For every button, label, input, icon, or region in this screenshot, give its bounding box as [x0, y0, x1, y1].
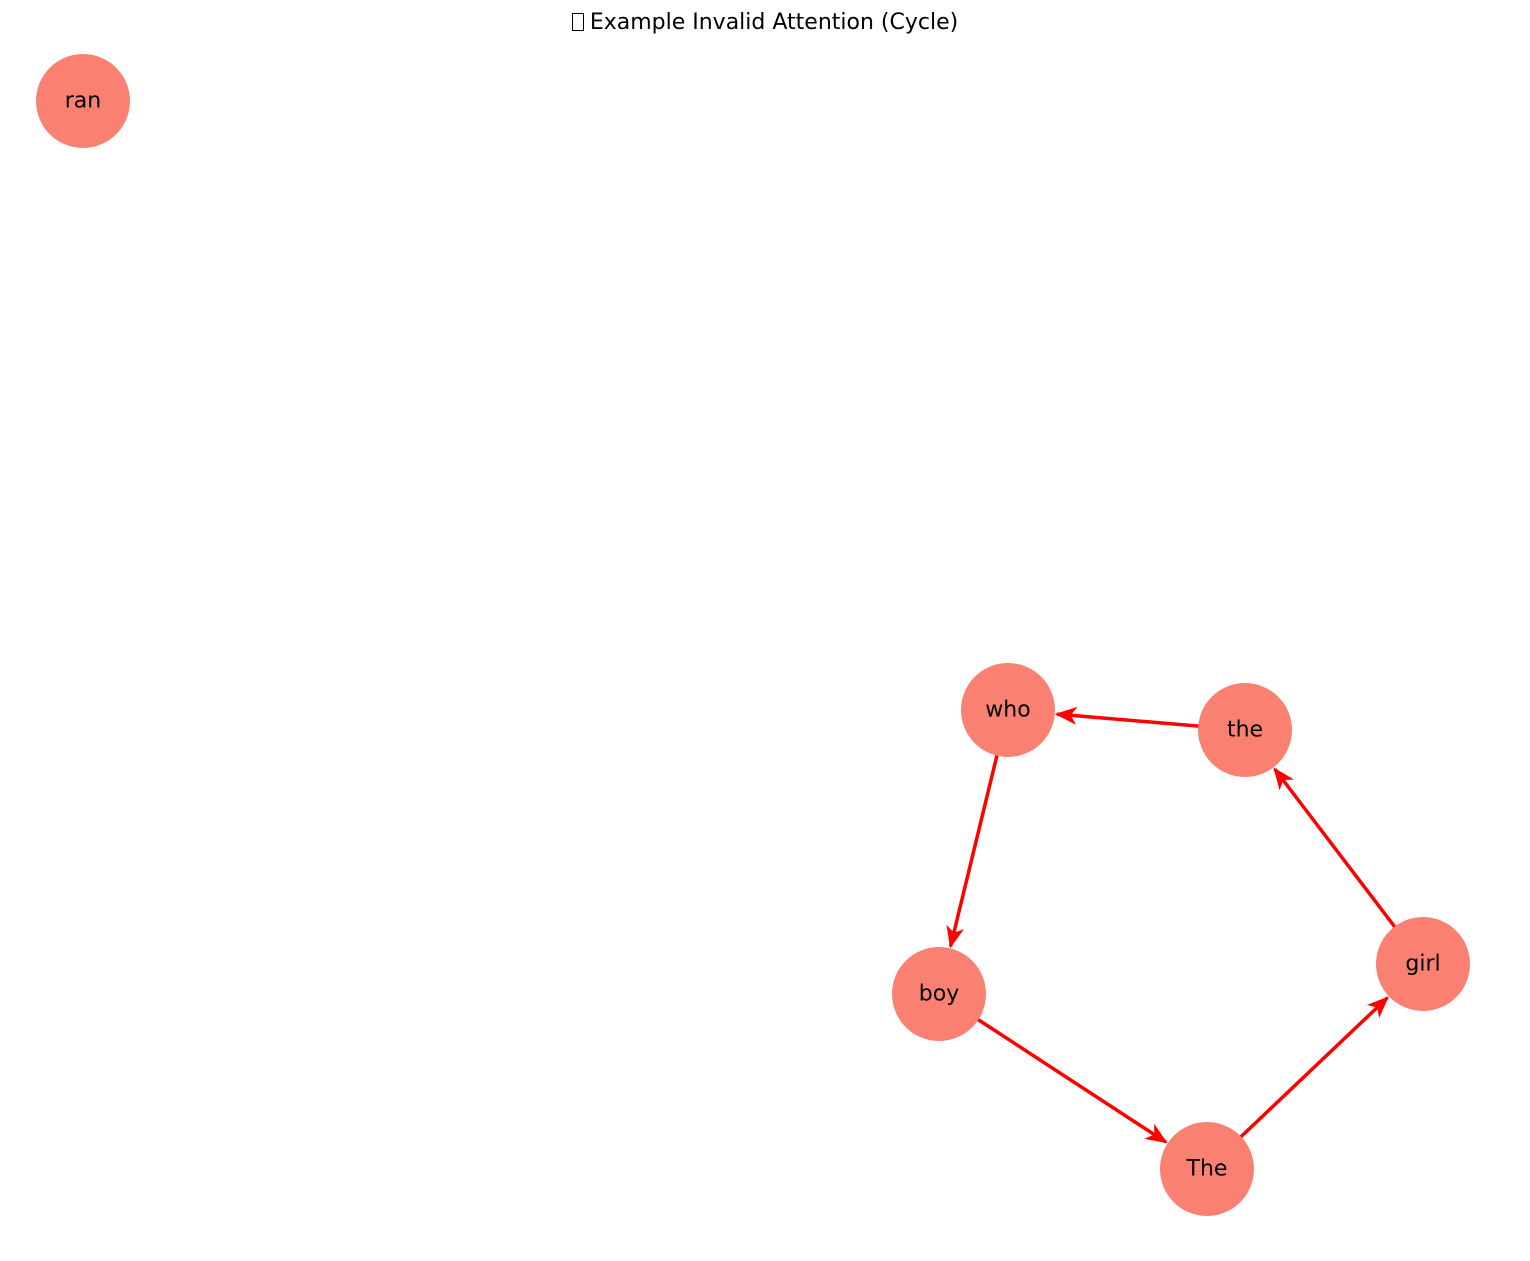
- edge-boy-to-The: [975, 1017, 1168, 1144]
- node-circle: [1198, 683, 1292, 777]
- nodes-layer: ran who the girl boy The: [36, 54, 1470, 1216]
- node-The: The: [1160, 1122, 1254, 1216]
- node-label: boy: [919, 982, 959, 1007]
- node-label: The: [1186, 1157, 1228, 1182]
- node-who: who: [961, 663, 1055, 757]
- edge-the-to-who: [1054, 706, 1201, 728]
- node-label: ran: [65, 89, 101, 114]
- node-label: the: [1227, 718, 1263, 743]
- node-circle: [36, 54, 130, 148]
- diagram-title-text: Example Invalid Attention (Cycle): [589, 10, 959, 35]
- node-circle: [892, 947, 986, 1041]
- node-label: girl: [1405, 952, 1440, 977]
- node-label: who: [985, 698, 1030, 723]
- node-circle: [1160, 1122, 1254, 1216]
- node-ran: ran: [36, 54, 130, 148]
- node-boy: boy: [892, 947, 986, 1041]
- node-circle: [1376, 917, 1470, 1011]
- edge-girl-to-the: [1273, 767, 1398, 930]
- edges-layer: [946, 706, 1398, 1144]
- missing-glyph-icon: [571, 13, 584, 31]
- edge-The-to-girl: [1238, 996, 1389, 1140]
- edge-who-to-boy: [946, 753, 1000, 949]
- diagram-title: Example Invalid Attention (Cycle): [0, 10, 1530, 35]
- node-circle: [961, 663, 1055, 757]
- node-girl: girl: [1376, 917, 1470, 1011]
- node-the: the: [1198, 683, 1292, 777]
